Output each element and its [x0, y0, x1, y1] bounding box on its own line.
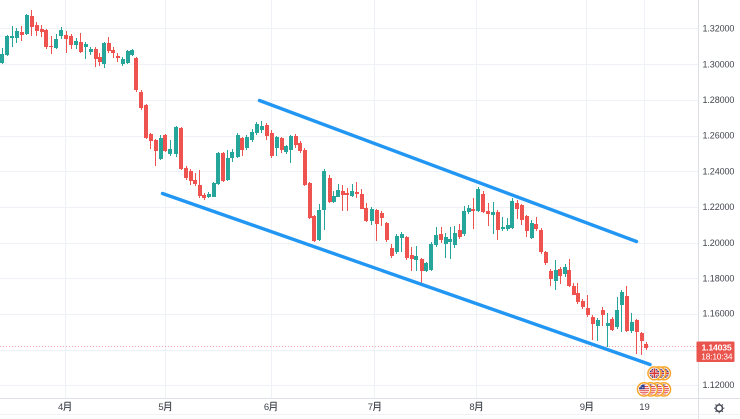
svg-text:19: 19: [639, 402, 650, 413]
svg-text:6: 6: [264, 402, 269, 413]
svg-text:1.22000: 1.22000: [703, 202, 735, 212]
svg-text:4: 4: [58, 402, 63, 413]
svg-text:1.14035: 1.14035: [701, 343, 731, 353]
svg-text:8: 8: [469, 402, 474, 413]
svg-text:1.32000: 1.32000: [703, 24, 735, 34]
svg-text:1.28000: 1.28000: [703, 95, 735, 105]
svg-text:1.30000: 1.30000: [703, 59, 735, 69]
svg-text:1.12000: 1.12000: [703, 380, 735, 390]
svg-text:9: 9: [580, 402, 585, 413]
svg-text:1.26000: 1.26000: [703, 131, 735, 141]
svg-text:7: 7: [368, 402, 373, 413]
svg-text:1.20000: 1.20000: [703, 238, 735, 248]
svg-text:1.16000: 1.16000: [703, 308, 735, 318]
svg-text:1.24000: 1.24000: [703, 166, 735, 176]
svg-text:18:10:34: 18:10:34: [701, 351, 733, 361]
svg-text:1.18000: 1.18000: [703, 274, 735, 284]
svg-text:5: 5: [158, 402, 163, 413]
